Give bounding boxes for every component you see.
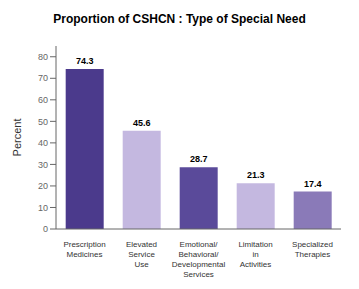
svg-text:0: 0 <box>43 224 48 234</box>
svg-text:60: 60 <box>38 95 48 105</box>
svg-text:PrescriptionMedicines: PrescriptionMedicines <box>63 240 105 259</box>
svg-text:17.4: 17.4 <box>304 179 322 189</box>
svg-text:80: 80 <box>38 52 48 62</box>
svg-text:40: 40 <box>38 138 48 148</box>
svg-text:28.7: 28.7 <box>190 154 208 164</box>
svg-text:45.6: 45.6 <box>133 118 151 128</box>
svg-text:Percent: Percent <box>11 119 23 157</box>
svg-text:74.3: 74.3 <box>76 56 94 66</box>
svg-text:50: 50 <box>38 117 48 127</box>
html-text:Proportion of CSHCN : Type of: Proportion of CSHCN : Type of Special Ne… <box>53 12 306 26</box>
svg-text:Emotional/Behavioral/Developme: Emotional/Behavioral/DevelopmentalServic… <box>172 240 226 279</box>
svg-text:LimitationinActivities: LimitationinActivities <box>238 240 272 269</box>
svg-text:SpecializedTherapies: SpecializedTherapies <box>292 240 333 259</box>
svg-text:10: 10 <box>38 203 48 213</box>
svg-text:30: 30 <box>38 160 48 170</box>
svg-text:21.3: 21.3 <box>247 170 265 180</box>
svg-text:70: 70 <box>38 73 48 83</box>
svg-text:20: 20 <box>38 181 48 191</box>
svg-text:ElevatedServiceUse: ElevatedServiceUse <box>126 240 157 269</box>
